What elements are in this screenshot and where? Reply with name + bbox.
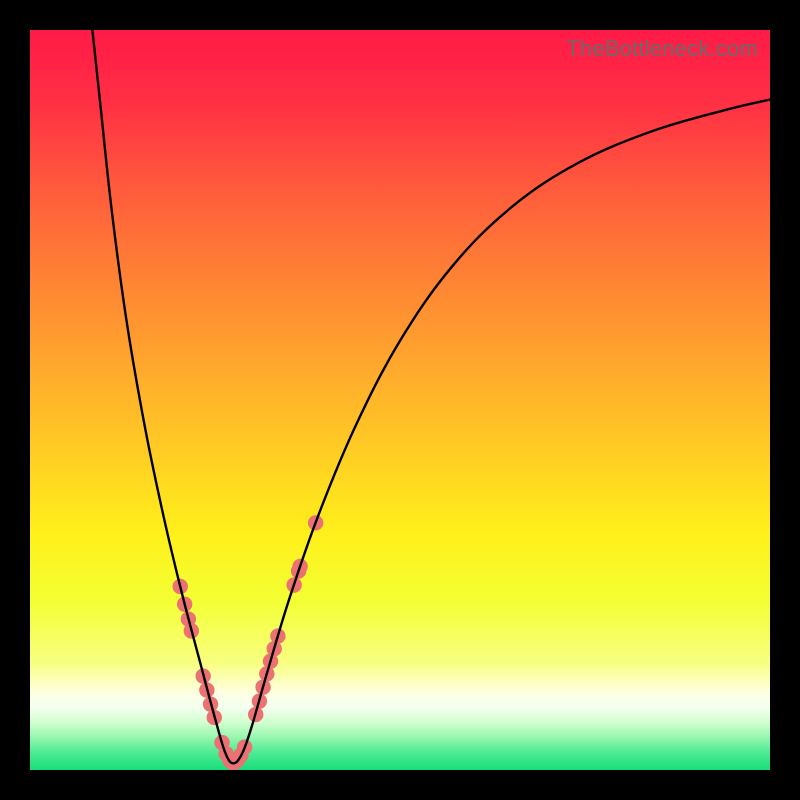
- chart-frame: TheBottleneck.com: [0, 0, 800, 800]
- watermark-text: TheBottleneck.com: [566, 36, 758, 62]
- bottleneck-curve: [90, 30, 770, 763]
- curve-layer: [30, 30, 770, 770]
